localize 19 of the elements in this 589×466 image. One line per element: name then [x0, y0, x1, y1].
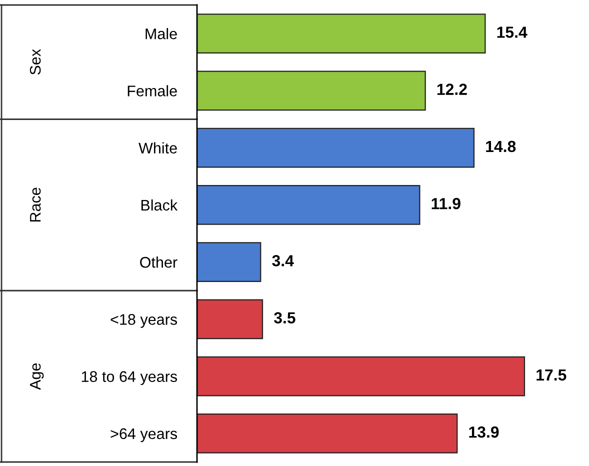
data-label: 12.2 — [437, 84, 467, 95]
y-axis-title: Age — [30, 363, 44, 390]
y-tick-label: 18 to 64 years — [82, 371, 178, 386]
y-tick-label: Other — [140, 256, 178, 268]
y-tick-label: <18 years — [110, 314, 178, 328]
y-tick-label: >64 years — [110, 428, 178, 442]
y-tick-label: Male — [146, 28, 177, 40]
data-label: 3.4 — [272, 255, 294, 266]
y-tick-label: White — [138, 142, 177, 154]
data-label: 15.4 — [497, 26, 528, 38]
y-axis-title: Sex — [30, 49, 41, 75]
data-label: 14.8 — [486, 140, 516, 152]
y-tick-label: Female — [128, 85, 177, 96]
data-label: 11.9 — [432, 198, 460, 210]
data-label: 17.5 — [536, 369, 566, 381]
y-axis-title: Race — [30, 188, 41, 222]
data-label: 13.9 — [469, 426, 499, 438]
data-label: 3.5 — [274, 312, 296, 324]
y-tick-label: Black — [141, 199, 178, 211]
